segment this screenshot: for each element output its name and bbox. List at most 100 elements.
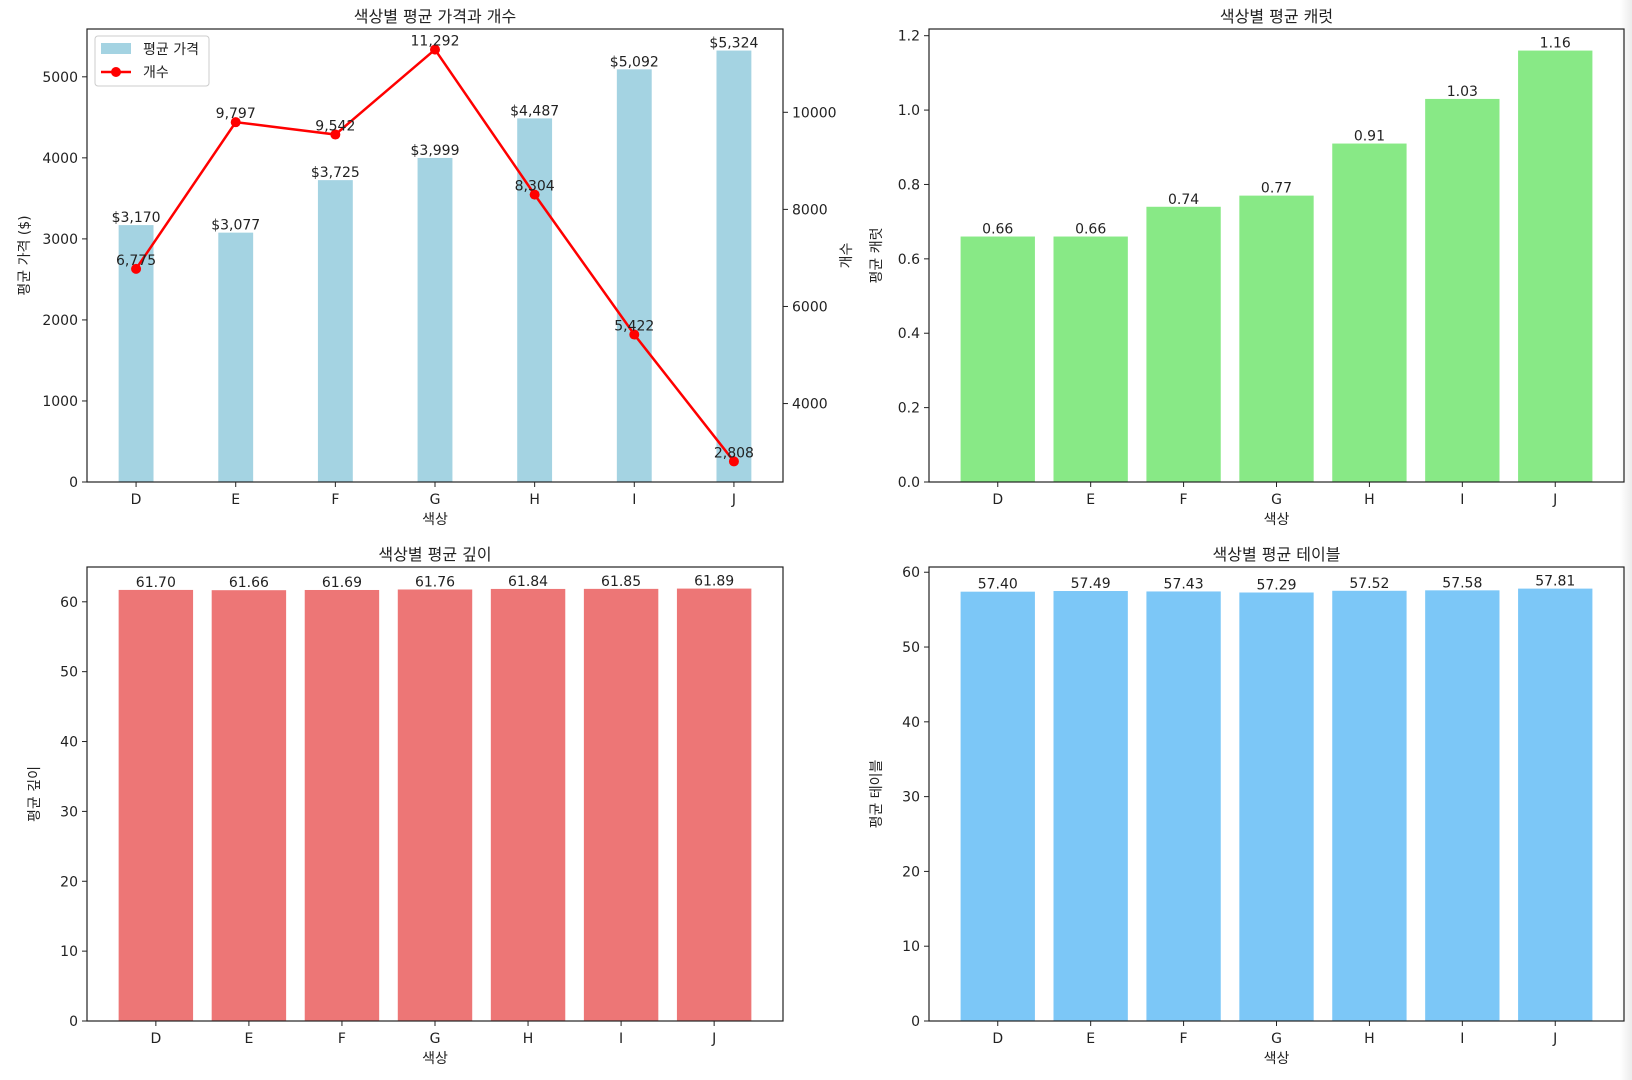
bar <box>1518 50 1593 482</box>
x-axis-label: 색상 <box>422 512 448 528</box>
bar-value-label: $3,725 <box>311 165 360 181</box>
count-value-label: 2,808 <box>714 445 754 461</box>
legend-swatch-bar <box>101 43 131 54</box>
count-point <box>230 117 241 128</box>
x-tick-label: D <box>992 492 1003 508</box>
bar-value-label: 57.40 <box>978 577 1018 593</box>
y-tick-label: 40 <box>902 715 920 731</box>
y2-tick-label: 4000 <box>792 397 828 413</box>
bar-value-label: 57.43 <box>1164 576 1204 592</box>
x-axis-label: 색상 <box>422 1051 448 1067</box>
y2-tick-label: 8000 <box>792 202 828 218</box>
bar-value-label: 57.52 <box>1349 576 1389 592</box>
bar <box>211 590 287 1021</box>
bar <box>960 236 1035 482</box>
y-tick-label: 3000 <box>42 232 78 248</box>
bar-value-label: 61.84 <box>508 574 548 590</box>
y-tick-label: 1.0 <box>898 103 920 119</box>
bar <box>1239 592 1314 1021</box>
y-tick-label: 30 <box>60 804 78 820</box>
bar <box>960 591 1035 1021</box>
bar <box>1332 590 1407 1021</box>
bar <box>1425 98 1500 483</box>
x-tick-label: J <box>711 1031 716 1047</box>
bar <box>1332 143 1407 482</box>
bar <box>1146 591 1221 1021</box>
y-axis-label: 평균 테이블 <box>869 759 885 828</box>
chart-2: 0.66 0.66 0.74 0.77 0.91 1.03 1.16 D E F G H I J 0.0 0.… <box>869 7 1625 528</box>
bar-value-label: 0.77 <box>1261 181 1292 197</box>
legend-label-price: 평균 가격 <box>143 42 199 58</box>
y-tick-label: 10 <box>60 944 78 960</box>
bar <box>218 232 254 482</box>
x-tick-label: E <box>244 1031 253 1047</box>
y-tick-label: 0.6 <box>898 252 920 268</box>
chart-title: 색상별 평균 테이블 <box>1213 545 1341 564</box>
x-tick-label: I <box>1460 492 1464 508</box>
bar-value-label: 61.76 <box>415 574 455 590</box>
bar <box>1053 591 1128 1021</box>
y-tick-label: 1000 <box>42 394 78 410</box>
bar-value-label: $3,170 <box>112 210 161 226</box>
x-tick-label: G <box>1271 1031 1282 1047</box>
x-tick-label: J <box>1552 492 1557 508</box>
count-point <box>330 129 341 140</box>
bar-value-label: 57.81 <box>1535 574 1575 590</box>
bar-value-label: 0.74 <box>1168 192 1199 208</box>
bar <box>490 588 566 1021</box>
x-tick-label: H <box>523 1031 534 1047</box>
count-value-label: 6,775 <box>116 253 156 269</box>
bar-value-label: $5,092 <box>610 54 659 70</box>
y-tick-label: 0 <box>69 475 78 491</box>
y-tick-label: 0 <box>69 1014 78 1030</box>
y-tick-label: 40 <box>60 735 78 751</box>
y-tick-label: 0.4 <box>898 326 920 342</box>
bar-value-label: 61.70 <box>136 575 176 591</box>
y-tick-label: 5000 <box>42 70 78 86</box>
x-tick-label: E <box>1086 1031 1095 1047</box>
bar-value-label: $5,324 <box>709 36 758 52</box>
bar <box>616 69 652 483</box>
y-tick-label: 2000 <box>42 313 78 329</box>
y-tick-label: 0 <box>911 1014 920 1030</box>
x-tick-label: J <box>1552 1031 1557 1047</box>
y2-tick-label: 10000 <box>792 105 837 121</box>
chart-3: 61.70 61.66 61.69 61.76 61.84 61.85 61.89 D E F G H… <box>27 545 784 1067</box>
bar-value-label: 61.66 <box>229 575 269 591</box>
chart-title: 색상별 평균 캐럿 <box>1220 7 1333 26</box>
y2-axis-label: 개수 <box>839 243 855 269</box>
x-tick-label: E <box>231 492 240 508</box>
x-tick-label: F <box>338 1031 346 1047</box>
y-tick-label: 30 <box>902 790 920 806</box>
bar <box>676 588 752 1021</box>
bar-value-label: 1.16 <box>1540 36 1571 52</box>
x-tick-label: I <box>619 1031 623 1047</box>
bar <box>583 588 659 1021</box>
x-tick-label: I <box>632 492 636 508</box>
y-tick-label: 50 <box>60 665 78 681</box>
x-tick-label: J <box>731 492 736 508</box>
bar-value-label: 61.69 <box>322 575 362 591</box>
y-tick-label: 0.0 <box>898 475 920 491</box>
count-value-label: 9,797 <box>216 106 256 122</box>
bar <box>317 180 353 482</box>
y-axis-label: 평균 캐럿 <box>869 228 885 284</box>
y-tick-label: 60 <box>902 565 920 581</box>
y-tick-label: 0.2 <box>898 401 920 417</box>
count-value-label: 9,542 <box>315 119 355 135</box>
count-point <box>728 456 739 467</box>
x-tick-label: G <box>430 1031 441 1047</box>
bar-value-label: $4,487 <box>510 103 559 119</box>
y-tick-label: 60 <box>60 595 78 611</box>
bar <box>118 589 194 1021</box>
bar-value-label: 61.85 <box>601 574 641 590</box>
x-tick-label: G <box>430 492 441 508</box>
bar <box>1146 206 1221 482</box>
bar <box>1239 195 1314 482</box>
chart-title: 색상별 평균 깊이 <box>378 545 491 564</box>
y-tick-label: 20 <box>902 864 920 880</box>
count-point <box>529 189 540 200</box>
legend-marker <box>111 67 121 77</box>
